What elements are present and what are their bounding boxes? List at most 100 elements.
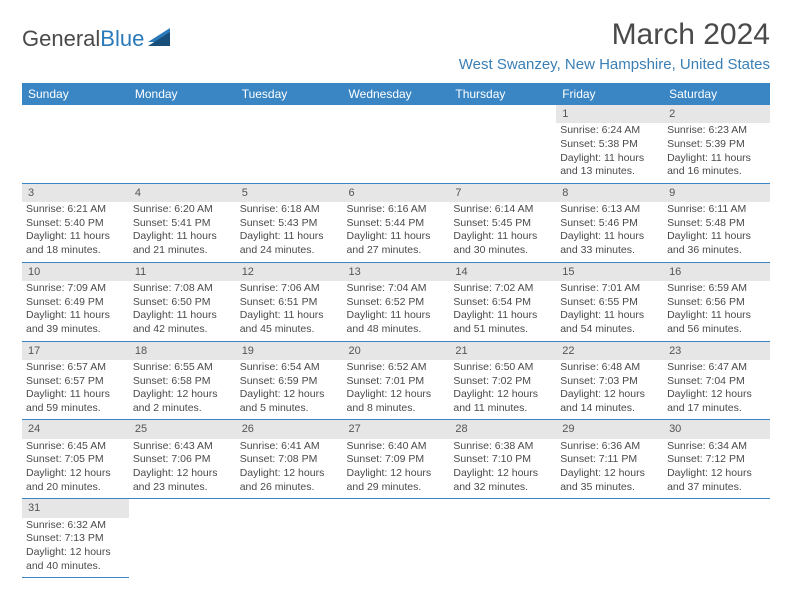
daynum-row: 31 — [22, 499, 770, 518]
day-number: 4 — [135, 187, 141, 199]
day-number: 28 — [455, 423, 467, 435]
daylight-line: Daylight: 12 hours and 20 minutes. — [26, 467, 125, 494]
sunrise-line: Sunrise: 6:32 AM — [26, 519, 125, 533]
daylight-line: Daylight: 12 hours and 11 minutes. — [453, 388, 552, 415]
day-details: Sunrise: 6:43 AMSunset: 7:06 PMDaylight:… — [133, 440, 232, 495]
sunrise-line: Sunrise: 6:11 AM — [667, 203, 766, 217]
day-details: Sunrise: 7:06 AMSunset: 6:51 PMDaylight:… — [240, 282, 339, 337]
daynum-row: 12 — [22, 105, 770, 123]
sunrise-line: Sunrise: 6:20 AM — [133, 203, 232, 217]
day-details: Sunrise: 6:36 AMSunset: 7:11 PMDaylight:… — [560, 440, 659, 495]
day-number-cell — [22, 105, 129, 123]
day-info-cell: Sunrise: 6:21 AMSunset: 5:40 PMDaylight:… — [22, 202, 129, 262]
info-row: Sunrise: 6:21 AMSunset: 5:40 PMDaylight:… — [22, 202, 770, 262]
day-number: 6 — [349, 187, 355, 199]
daylight-line: Daylight: 12 hours and 17 minutes. — [667, 388, 766, 415]
day-number-cell: 3 — [22, 183, 129, 202]
daylight-line: Daylight: 11 hours and 48 minutes. — [347, 309, 446, 336]
day-number: 9 — [669, 187, 675, 199]
sunrise-line: Sunrise: 6:40 AM — [347, 440, 446, 454]
day-details: Sunrise: 6:11 AMSunset: 5:48 PMDaylight:… — [667, 203, 766, 258]
sunset-line: Sunset: 6:54 PM — [453, 296, 552, 310]
day-number-cell — [236, 105, 343, 123]
daylight-line: Daylight: 11 hours and 13 minutes. — [560, 152, 659, 179]
day-number-cell: 10 — [22, 262, 129, 281]
day-details: Sunrise: 6:57 AMSunset: 6:57 PMDaylight:… — [26, 361, 125, 416]
day-number: 15 — [562, 266, 574, 278]
day-number: 18 — [135, 345, 147, 357]
day-info-cell: Sunrise: 7:01 AMSunset: 6:55 PMDaylight:… — [556, 281, 663, 341]
day-number-cell: 28 — [449, 420, 556, 439]
day-number: 14 — [455, 266, 467, 278]
day-number: 8 — [562, 187, 568, 199]
sunset-line: Sunset: 7:01 PM — [347, 375, 446, 389]
day-info-cell: Sunrise: 6:34 AMSunset: 7:12 PMDaylight:… — [663, 439, 770, 499]
info-row: Sunrise: 6:32 AMSunset: 7:13 PMDaylight:… — [22, 518, 770, 578]
day-details: Sunrise: 6:23 AMSunset: 5:39 PMDaylight:… — [667, 124, 766, 179]
daylight-line: Daylight: 11 hours and 24 minutes. — [240, 230, 339, 257]
day-number: 23 — [669, 345, 681, 357]
day-number-cell: 14 — [449, 262, 556, 281]
day-details: Sunrise: 6:38 AMSunset: 7:10 PMDaylight:… — [453, 440, 552, 495]
day-details: Sunrise: 6:45 AMSunset: 7:05 PMDaylight:… — [26, 440, 125, 495]
day-info-cell — [449, 123, 556, 183]
sunrise-line: Sunrise: 7:06 AM — [240, 282, 339, 296]
day-number: 10 — [28, 266, 40, 278]
day-number-cell: 12 — [236, 262, 343, 281]
day-number-cell: 21 — [449, 341, 556, 360]
day-number-cell: 16 — [663, 262, 770, 281]
day-info-cell: Sunrise: 6:20 AMSunset: 5:41 PMDaylight:… — [129, 202, 236, 262]
day-number-cell: 7 — [449, 183, 556, 202]
day-number: 13 — [349, 266, 361, 278]
day-details: Sunrise: 7:09 AMSunset: 6:49 PMDaylight:… — [26, 282, 125, 337]
day-details: Sunrise: 6:13 AMSunset: 5:46 PMDaylight:… — [560, 203, 659, 258]
sunset-line: Sunset: 7:05 PM — [26, 453, 125, 467]
sunset-line: Sunset: 5:48 PM — [667, 217, 766, 231]
day-number-cell: 23 — [663, 341, 770, 360]
day-number: 27 — [349, 423, 361, 435]
day-number: 5 — [242, 187, 248, 199]
daynum-row: 10111213141516 — [22, 262, 770, 281]
day-number-cell: 17 — [22, 341, 129, 360]
day-details: Sunrise: 6:34 AMSunset: 7:12 PMDaylight:… — [667, 440, 766, 495]
page-header: GeneralBlue March 2024 West Swanzey, New… — [22, 18, 770, 73]
day-number: 21 — [455, 345, 467, 357]
sunrise-line: Sunrise: 6:57 AM — [26, 361, 125, 375]
day-info-cell: Sunrise: 7:04 AMSunset: 6:52 PMDaylight:… — [343, 281, 450, 341]
sunset-line: Sunset: 5:43 PM — [240, 217, 339, 231]
day-info-cell: Sunrise: 6:59 AMSunset: 6:56 PMDaylight:… — [663, 281, 770, 341]
sunset-line: Sunset: 5:40 PM — [26, 217, 125, 231]
day-number-cell — [343, 105, 450, 123]
day-details: Sunrise: 6:55 AMSunset: 6:58 PMDaylight:… — [133, 361, 232, 416]
sunset-line: Sunset: 5:44 PM — [347, 217, 446, 231]
sunrise-line: Sunrise: 7:08 AM — [133, 282, 232, 296]
info-row: Sunrise: 7:09 AMSunset: 6:49 PMDaylight:… — [22, 281, 770, 341]
day-details: Sunrise: 7:02 AMSunset: 6:54 PMDaylight:… — [453, 282, 552, 337]
day-header: Sunday — [22, 83, 129, 105]
daylight-line: Daylight: 12 hours and 29 minutes. — [347, 467, 446, 494]
daylight-line: Daylight: 11 hours and 18 minutes. — [26, 230, 125, 257]
day-number-cell: 4 — [129, 183, 236, 202]
sunset-line: Sunset: 7:02 PM — [453, 375, 552, 389]
sunrise-line: Sunrise: 6:34 AM — [667, 440, 766, 454]
sunrise-line: Sunrise: 6:54 AM — [240, 361, 339, 375]
sunset-line: Sunset: 5:39 PM — [667, 138, 766, 152]
day-number: 22 — [562, 345, 574, 357]
day-number-cell: 15 — [556, 262, 663, 281]
sunrise-line: Sunrise: 6:47 AM — [667, 361, 766, 375]
calendar-table: SundayMondayTuesdayWednesdayThursdayFrid… — [22, 83, 770, 578]
day-number-cell: 2 — [663, 105, 770, 123]
generalblue-logo: GeneralBlue — [22, 18, 174, 52]
daylight-line: Daylight: 11 hours and 16 minutes. — [667, 152, 766, 179]
daylight-line: Daylight: 11 hours and 51 minutes. — [453, 309, 552, 336]
day-details: Sunrise: 6:59 AMSunset: 6:56 PMDaylight:… — [667, 282, 766, 337]
sunrise-line: Sunrise: 6:24 AM — [560, 124, 659, 138]
logo-flag-icon — [148, 28, 174, 51]
sunrise-line: Sunrise: 7:04 AM — [347, 282, 446, 296]
day-info-cell: Sunrise: 6:41 AMSunset: 7:08 PMDaylight:… — [236, 439, 343, 499]
sunset-line: Sunset: 6:51 PM — [240, 296, 339, 310]
info-row: Sunrise: 6:45 AMSunset: 7:05 PMDaylight:… — [22, 439, 770, 499]
sunrise-line: Sunrise: 6:38 AM — [453, 440, 552, 454]
day-info-cell: Sunrise: 6:40 AMSunset: 7:09 PMDaylight:… — [343, 439, 450, 499]
day-number-cell: 24 — [22, 420, 129, 439]
